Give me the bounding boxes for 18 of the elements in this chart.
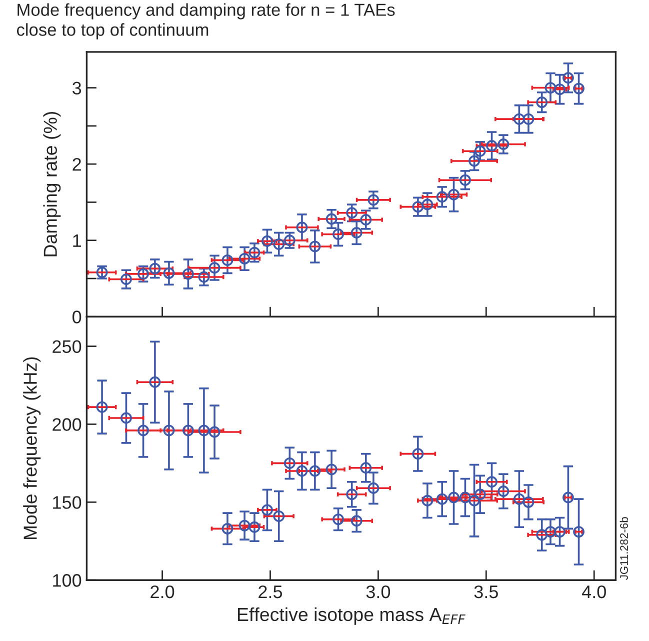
y-tick-label: 2 [72, 158, 81, 171]
x-tick-label: 2.5 [258, 585, 282, 598]
text: JG11.282-6b [620, 517, 628, 580]
y-tick-label: 250 [52, 340, 82, 353]
x-tick-label: 2.0 [150, 585, 174, 598]
y-tick-label: 200 [52, 418, 82, 431]
x-tick-label: 3.5 [474, 585, 498, 598]
x-tick-label: 4.0 [582, 585, 606, 598]
y-tick-label: 1 [73, 234, 81, 247]
y-tick-label: 3 [72, 82, 82, 94]
y-axis-title: Damping rate (%) [43, 112, 61, 256]
x-axis-title: Effective isotope mass A$_{EFF}$ [238, 607, 466, 625]
x-tick-label: 3.0 [366, 585, 390, 598]
chart-title: Mode frequency and damping rate for n = 1 TAEs close to top of continuum [16, 3, 395, 40]
y-tick-label: 100 [53, 574, 82, 587]
y-tick-label: 0 [72, 310, 82, 324]
y-axis-title: Mode frequency (kHz) [23, 357, 41, 540]
y-tick-label: 150 [53, 496, 82, 509]
